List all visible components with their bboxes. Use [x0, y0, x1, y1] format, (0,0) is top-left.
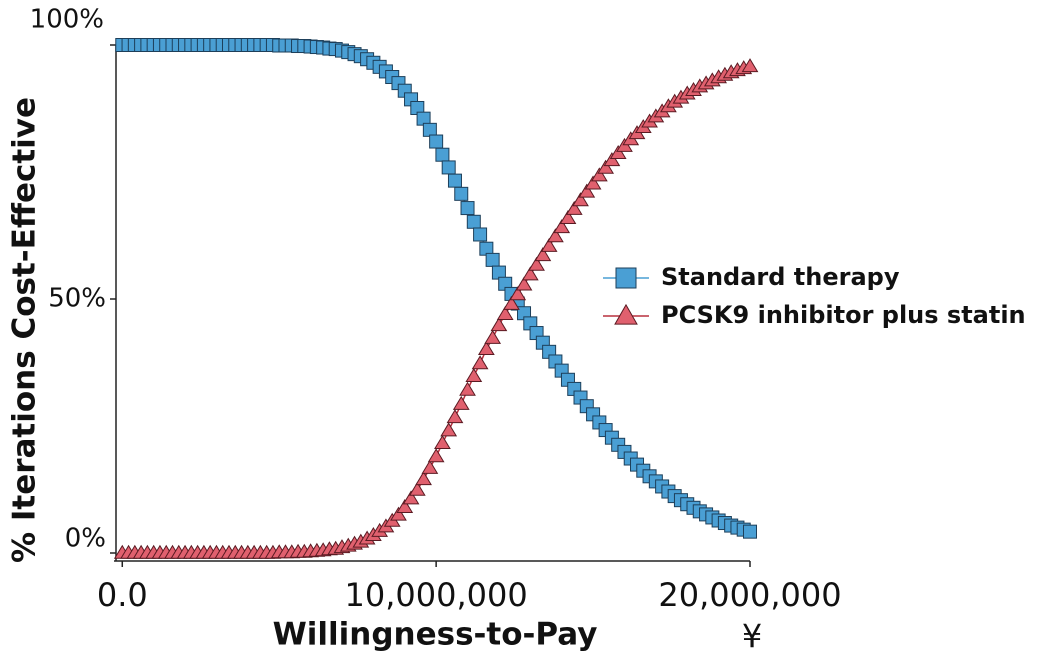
triangle-marker — [402, 490, 420, 505]
y-tick-label: 50% — [48, 284, 106, 314]
square-marker — [447, 173, 462, 188]
triangle-marker — [415, 471, 432, 486]
legend-label: Standard therapy — [661, 263, 900, 291]
triangle-marker — [408, 481, 426, 496]
triangle-marker — [421, 459, 439, 474]
x-tick-label: 10,000,000 — [345, 576, 528, 614]
triangle-marker — [521, 266, 539, 281]
y-axis-title: % Iterations Cost-Effective — [7, 97, 43, 563]
triangle-marker — [427, 448, 445, 463]
triangle-marker — [484, 329, 502, 344]
triangle-marker — [446, 409, 464, 424]
legend-marker — [614, 303, 638, 325]
triangle-marker — [452, 395, 470, 410]
legend-label: PCSK9 inhibitor plus statin — [661, 301, 1026, 329]
square-marker — [485, 252, 500, 267]
triangle-marker — [471, 355, 489, 370]
triangle-marker — [390, 506, 407, 521]
square-marker — [466, 214, 481, 229]
triangle-marker — [459, 381, 476, 396]
triangle-marker — [597, 159, 615, 174]
x-tick-label: 20,000,000 — [658, 576, 841, 614]
square-marker — [743, 524, 757, 539]
square-marker — [429, 134, 444, 149]
triangle-marker — [590, 167, 608, 182]
square-marker — [473, 227, 488, 242]
triangle-marker — [584, 175, 602, 190]
triangle-marker — [515, 276, 533, 291]
triangle-marker — [572, 192, 589, 207]
triangle-marker — [534, 247, 552, 262]
square-marker — [460, 201, 475, 216]
triangle-marker — [603, 152, 621, 167]
legend-marker — [615, 267, 637, 289]
triangle-marker — [490, 317, 508, 332]
triangle-marker — [540, 237, 558, 252]
y-tick-label: 0% — [65, 524, 106, 554]
square-marker — [422, 122, 437, 137]
triangle-marker — [553, 219, 571, 234]
triangle-marker — [503, 295, 520, 310]
triangle-marker — [547, 228, 564, 243]
triangle-marker — [741, 58, 759, 73]
square-marker — [441, 160, 456, 175]
x-axis-unit: ¥ — [742, 617, 762, 655]
triangle-marker — [496, 306, 514, 321]
triangle-marker — [434, 435, 451, 450]
triangle-marker — [509, 286, 527, 301]
triangle-marker — [609, 144, 627, 159]
square-marker — [454, 186, 469, 201]
square-marker — [435, 147, 450, 162]
x-tick-label: 0.0 — [97, 576, 148, 614]
triangle-marker — [565, 200, 583, 215]
triangle-marker — [528, 256, 545, 271]
triangle-marker — [440, 422, 458, 437]
x-axis-title: Willingness-to-Pay — [273, 617, 598, 653]
triangle-marker — [559, 210, 577, 224]
triangle-marker — [465, 367, 483, 382]
triangle-marker — [396, 499, 414, 514]
triangle-marker — [477, 341, 495, 356]
y-tick-label: 100% — [30, 5, 104, 35]
triangle-marker — [578, 183, 596, 198]
